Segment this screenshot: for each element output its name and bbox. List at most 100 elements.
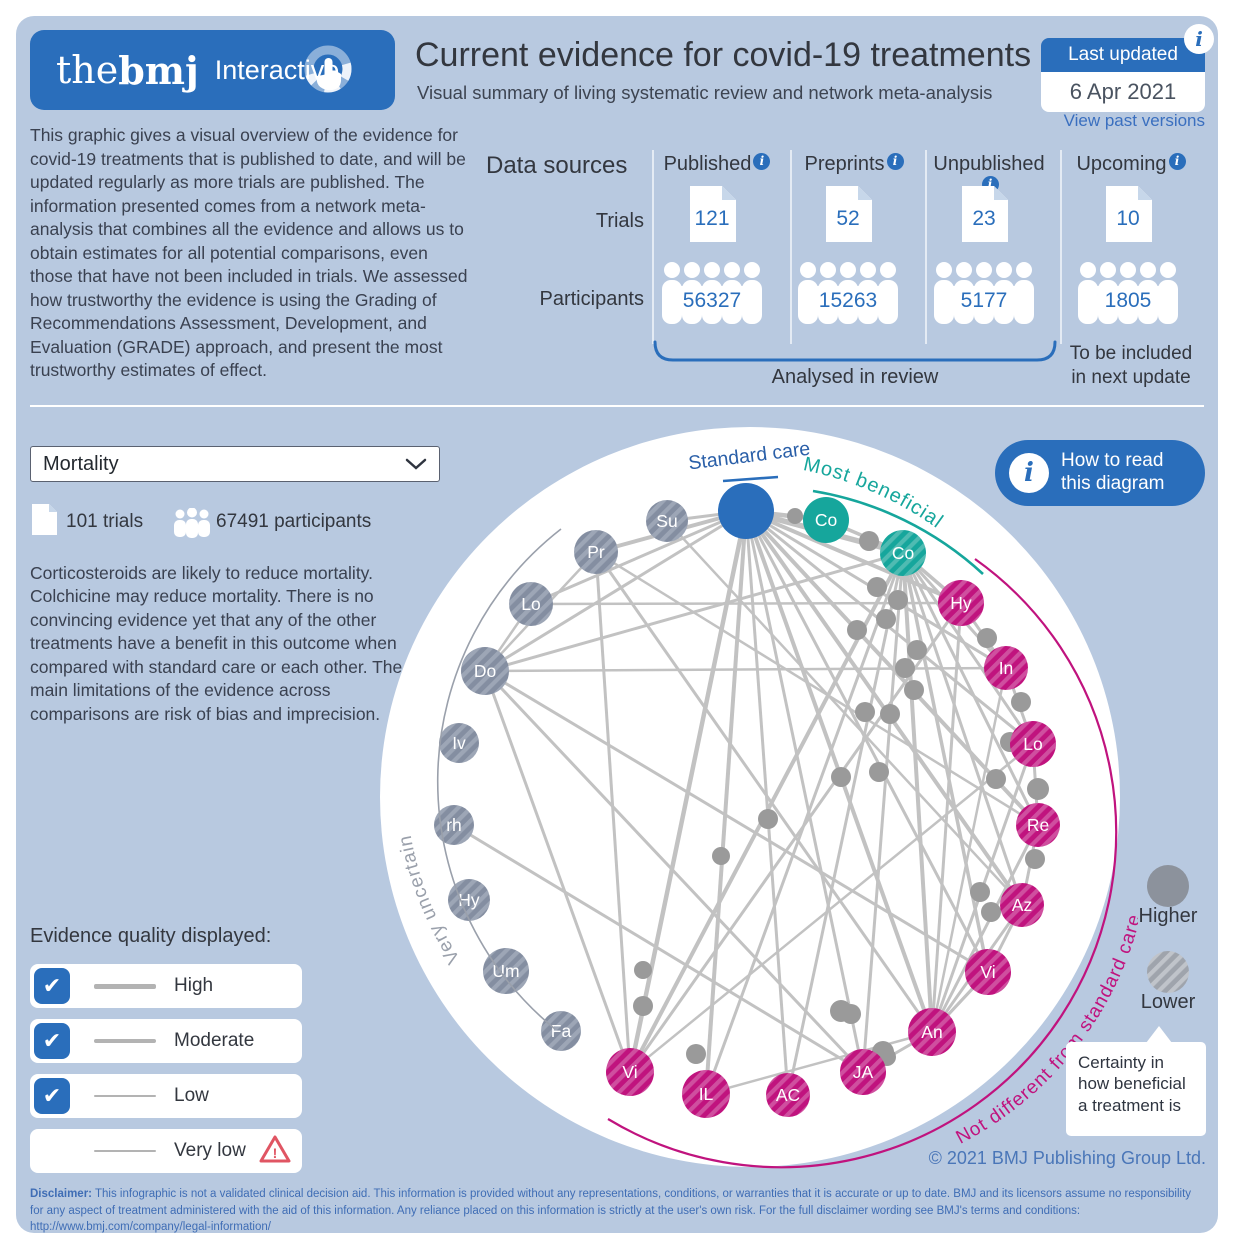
edge-rh1-ja1: [453, 823, 864, 1074]
node-label-in1: In: [999, 658, 1014, 678]
svg-text:52: 52: [836, 207, 859, 230]
checkbox-checked-icon[interactable]: ✔: [34, 1078, 70, 1114]
info-icon[interactable]: i: [1168, 153, 1186, 170]
junction-dot: [876, 609, 896, 629]
quality-legend-title: Evidence quality displayed:: [30, 925, 272, 947]
node-in1[interactable]: [984, 646, 1028, 690]
checkbox-checked-icon[interactable]: ✔: [34, 968, 70, 1004]
junction-dot: [787, 508, 803, 524]
svg-text:10: 10: [1116, 207, 1139, 230]
column-separator: [652, 150, 654, 344]
copyright: © 2021 BMJ Publishing Group Ltd.: [928, 1148, 1206, 1168]
how-to-read-button[interactable]: i How to read this diagram: [995, 440, 1205, 506]
node-vi1[interactable]: [965, 949, 1011, 995]
node-iv1[interactable]: [439, 723, 479, 763]
analysed-bracket: [653, 340, 1057, 362]
line-sample-very-low: [94, 1150, 156, 1152]
higher-certainty-icon: [1147, 865, 1189, 907]
edge-do1-vi2: [483, 670, 632, 1073]
edge-do1-in1: [484, 666, 1007, 673]
junction-dot: [907, 640, 927, 660]
node-az1[interactable]: [1000, 883, 1044, 927]
junction-dot: [633, 996, 653, 1016]
edge-co2-az1: [901, 552, 1024, 906]
interactive-ring-icon: [299, 42, 357, 105]
section-divider: [30, 405, 1204, 407]
bmj-logo[interactable]: the bmj Interactive: [30, 30, 395, 110]
node-lo2[interactable]: [1010, 721, 1056, 767]
edge-an1-re1: [930, 824, 1040, 1033]
node-pr1[interactable]: [574, 530, 618, 574]
node-rh1[interactable]: [434, 805, 474, 845]
node-label-co1: Co: [815, 510, 837, 530]
not-different-arc: [607, 558, 1118, 1169]
source-header-preprints: Preprints i: [796, 153, 912, 176]
upcoming-note: To be included in next update: [1069, 343, 1193, 388]
node-su1[interactable]: [646, 500, 688, 542]
edge-an1-hy1: [930, 602, 963, 1033]
svg-text:1805: 1805: [1105, 289, 1152, 312]
node-fa1[interactable]: [541, 1011, 581, 1051]
last-updated-date: 6 Apr 2021: [1041, 72, 1205, 112]
edge-sc-lo1: [530, 509, 747, 606]
outcome-trials-count: 101 trials: [66, 511, 144, 532]
junction-dot: [986, 769, 1006, 789]
node-sc[interactable]: [718, 483, 774, 539]
disclaimer-label: Disclaimer:: [30, 1188, 93, 1200]
node-re1[interactable]: [1016, 803, 1060, 847]
edge-do1-co2: [484, 551, 904, 673]
node-label-hy2: Hy: [458, 890, 480, 910]
trials-doc-icon: [32, 504, 57, 540]
node-an1[interactable]: [908, 1008, 956, 1056]
quality-row-moderate[interactable]: ✔ Moderate: [30, 1019, 302, 1063]
node-do1[interactable]: [461, 647, 509, 695]
edge-co2-vi1: [901, 552, 990, 973]
participants-icon: 1805: [1078, 262, 1178, 324]
info-icon[interactable]: i: [886, 153, 904, 170]
info-icon[interactable]: i: [753, 153, 771, 170]
higher-label: Higher: [1138, 905, 1198, 927]
node-label-hy1: Hy: [950, 593, 972, 613]
most-beneficial-underline: [812, 489, 984, 575]
page-subtitle: Visual summary of living systematic revi…: [417, 82, 993, 103]
node-ac1[interactable]: [766, 1073, 810, 1117]
node-vi2[interactable]: [606, 1048, 654, 1096]
node-label-co2: Co: [892, 543, 914, 563]
source-header-published: Published i: [658, 153, 776, 176]
page-info-icon[interactable]: i: [1184, 24, 1214, 54]
edge-pr1-re1: [595, 550, 1039, 827]
outcome-participants-count: 67491 participants: [216, 511, 372, 532]
node-lo1[interactable]: [509, 582, 553, 626]
checkbox-checked-icon[interactable]: ✔: [34, 1023, 70, 1059]
node-hy1[interactable]: [938, 580, 984, 626]
quality-row-high[interactable]: ✔ High: [30, 964, 302, 1008]
svg-text:56327: 56327: [683, 289, 741, 312]
column-separator: [925, 150, 927, 344]
quality-row-very-low[interactable]: Very low !: [30, 1129, 302, 1173]
node-um1[interactable]: [483, 948, 529, 994]
node-label-lo2: Lo: [1023, 734, 1042, 754]
junction-dot: [1027, 778, 1049, 800]
edge-co2-re1: [901, 552, 1040, 826]
node-il1[interactable]: [682, 1070, 730, 1118]
node-hy2[interactable]: [448, 879, 490, 921]
column-separator: [1060, 150, 1062, 344]
junction-dot: [1011, 692, 1031, 712]
edge-sc-vi1: [744, 510, 990, 973]
node-ja1[interactable]: [840, 1049, 886, 1095]
node-co2[interactable]: [880, 530, 926, 576]
quality-row-low[interactable]: ✔ Low: [30, 1074, 302, 1118]
outcome-select[interactable]: Mortality: [30, 446, 440, 482]
node-co1[interactable]: [803, 497, 849, 543]
edge-an1-in1: [930, 667, 1008, 1033]
edge-do1-vi1: [484, 669, 989, 974]
edge-co2-ja1: [861, 552, 905, 1073]
certainty-note: Certainty in how beneficial a treatment …: [1066, 1042, 1206, 1136]
view-past-versions-link[interactable]: View past versions: [1063, 111, 1205, 130]
junction-dot: [712, 847, 730, 865]
checkbox-unchecked[interactable]: [34, 1133, 70, 1169]
page-title: Current evidence for covid-19 treatments: [415, 36, 1032, 74]
participants-row-label: Participants: [539, 288, 645, 310]
network-diagram: Co Co Hy In Lo Re Az Vi An JA AC IL Vi Fa Um Hy rh Iv Do Lo…: [380, 427, 1138, 1169]
